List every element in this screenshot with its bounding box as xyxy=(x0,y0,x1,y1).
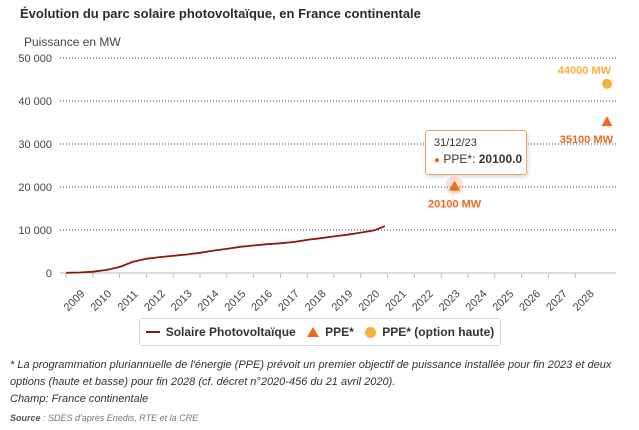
x-tick-label: 2012 xyxy=(142,288,168,314)
ppe-option-haute-data-label: 44000 MW xyxy=(558,65,612,77)
x-tick-label: 2014 xyxy=(196,288,222,314)
triangle-marker-icon xyxy=(307,327,320,337)
tooltip-series-label: PPE*: xyxy=(443,152,476,166)
legend-label: PPE* (option haute) xyxy=(382,325,495,339)
chart-title: Évolution du parc solaire photovoltaïque… xyxy=(20,6,421,21)
x-tick-label: 2027 xyxy=(544,288,570,314)
ppe-triangle-point xyxy=(449,180,461,191)
legend-item-ppe[interactable]: PPE* xyxy=(307,325,354,339)
ppe-data-label: 35100 MW xyxy=(560,134,614,146)
x-tick-label: 2017 xyxy=(276,288,302,314)
ppe-data-label: 20100 MW xyxy=(428,199,482,211)
legend-item-ppe-option-haute[interactable]: PPE* (option haute) xyxy=(365,325,494,339)
x-tick-label: 2026 xyxy=(517,288,543,314)
legend-label: Solaire Photovoltaïque xyxy=(165,325,296,339)
ppe-option-haute-point xyxy=(602,78,612,89)
x-tick-label: 2019 xyxy=(330,288,356,314)
series-line-solaire xyxy=(65,225,386,274)
y-tick-label: 20 000 xyxy=(18,182,52,194)
tooltip-date: 31/12/23 xyxy=(434,137,477,149)
x-tick-label: 2023 xyxy=(437,288,463,314)
tooltip-bullet-icon: ● xyxy=(434,155,441,166)
x-tick-label: 2025 xyxy=(490,288,516,314)
x-tick-label: 2009 xyxy=(62,288,88,314)
x-tick-label: 2028 xyxy=(571,288,597,314)
data-tooltip: 31/12/23 ● PPE*: 20100.0 xyxy=(425,130,527,175)
x-tick-label: 2021 xyxy=(383,288,409,314)
x-tick-label: 2020 xyxy=(356,288,382,314)
x-tick-label: 2011 xyxy=(116,288,141,313)
source-text: : SDES d'après Enedis, RTE et la CRE xyxy=(40,413,199,423)
legend-item-solaire[interactable]: Solaire Photovoltaïque xyxy=(145,325,296,339)
y-tick-label: 10 000 xyxy=(18,225,52,237)
scope-note: Champ: France continentale xyxy=(10,393,149,405)
x-tick-label: 2018 xyxy=(303,288,329,314)
x-tick-label: 2010 xyxy=(88,288,114,314)
y-tick-label: 50 000 xyxy=(18,53,52,65)
chart-notes: * La programmation pluriannuelle de l'én… xyxy=(10,357,625,408)
legend-label: PPE* xyxy=(325,325,354,339)
line-swatch-icon xyxy=(145,331,160,333)
x-tick-label: 2015 xyxy=(222,288,248,314)
tooltip-value: 20100.0 xyxy=(478,152,523,166)
chart-legend: Solaire Photovoltaïque PPE* PPE* (option… xyxy=(139,318,501,346)
x-tick-label: 2024 xyxy=(464,288,490,314)
footnote: * La programmation pluriannuelle de l'én… xyxy=(10,359,612,388)
source-note: Source : SDES d'après Enedis, RTE et la … xyxy=(10,413,198,423)
x-tick-label: 2022 xyxy=(410,288,436,314)
y-tick-label: 40 000 xyxy=(18,96,52,108)
y-tick-label: 0 xyxy=(46,268,52,280)
tooltip-row: ● PPE*: 20100.0 xyxy=(434,152,522,166)
source-label: Source xyxy=(10,413,41,423)
y-axis-label: Puissance en MW xyxy=(24,35,121,49)
circle-marker-icon xyxy=(365,326,377,338)
x-tick-label: 2016 xyxy=(249,288,275,314)
x-tick-label: 2013 xyxy=(169,288,195,314)
y-tick-label: 30 000 xyxy=(18,139,52,151)
ppe-triangle-point xyxy=(601,116,613,127)
